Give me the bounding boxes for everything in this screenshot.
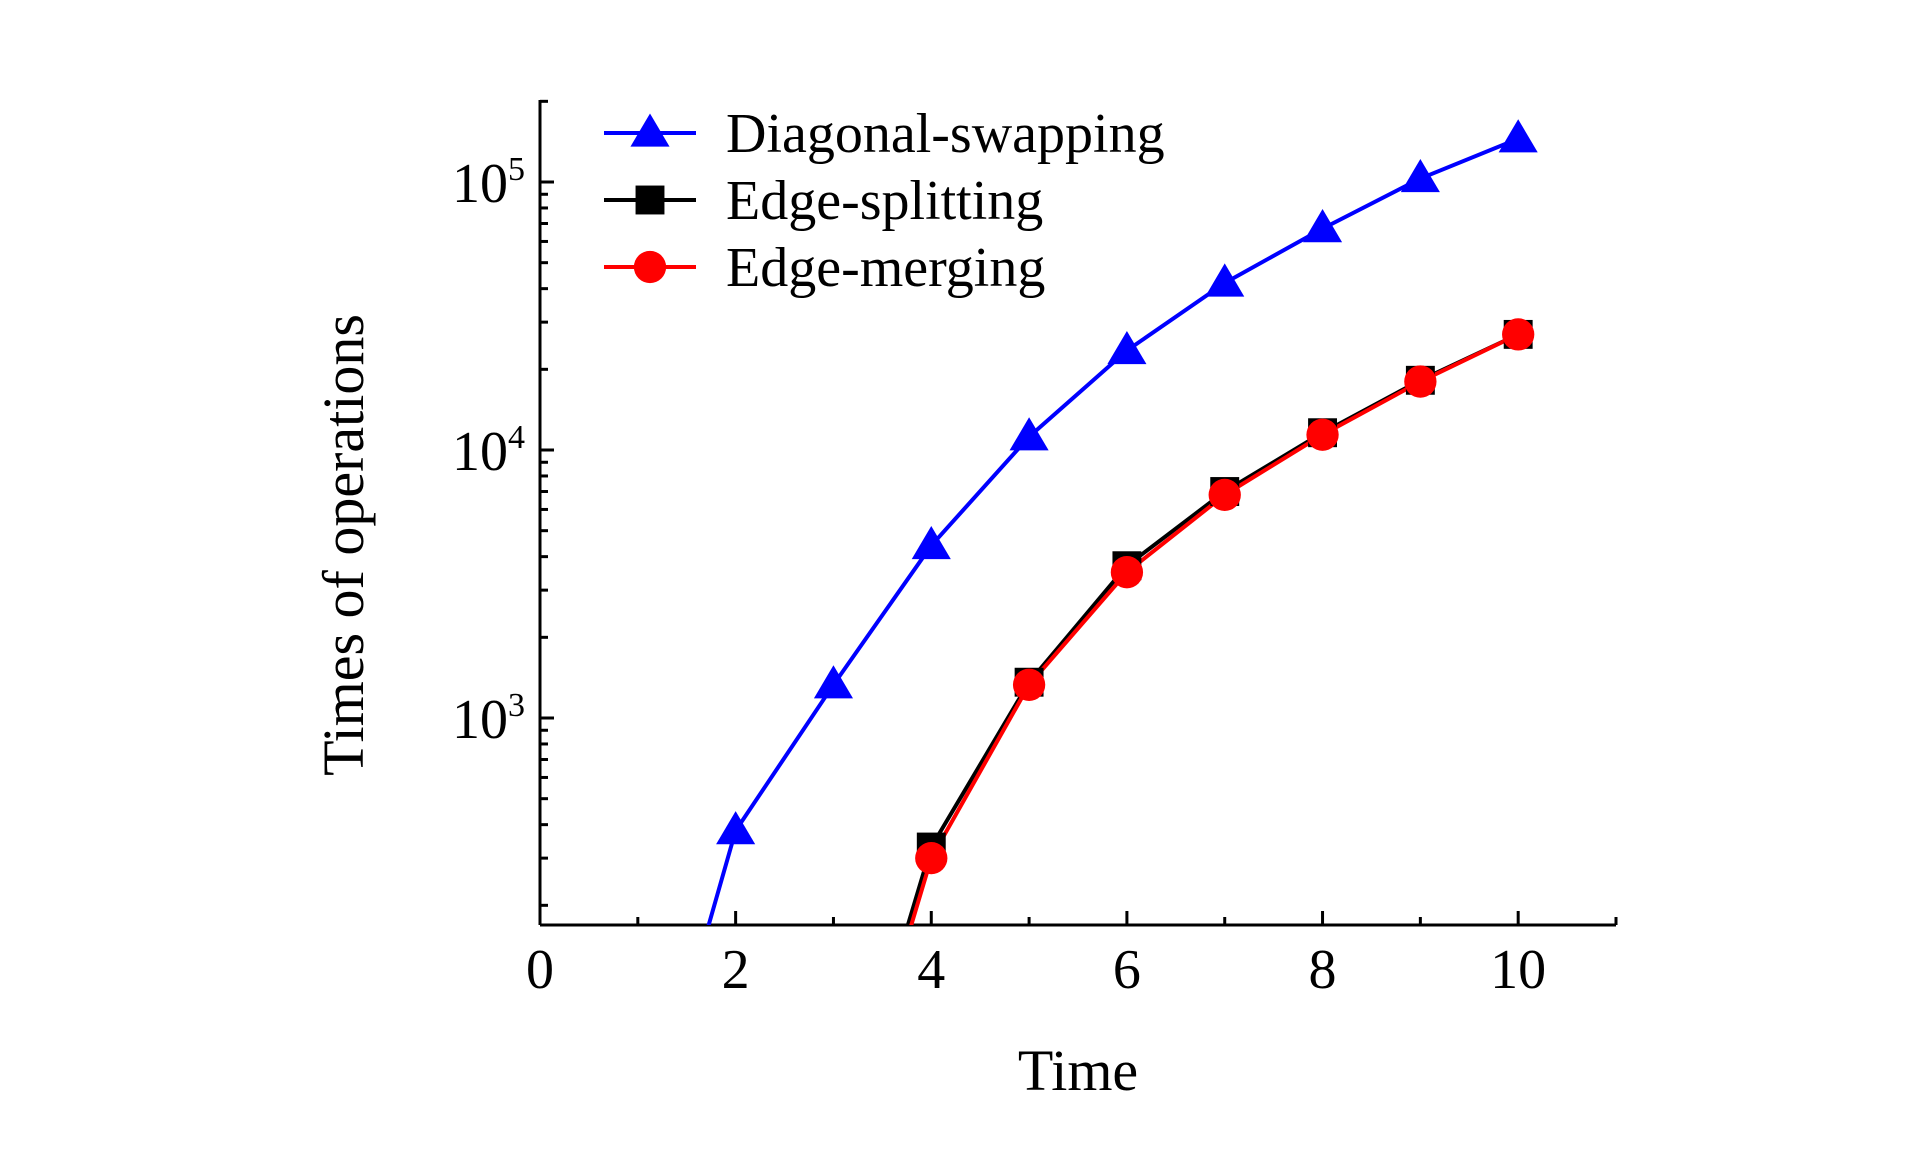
diagonal-swapping-point xyxy=(1498,119,1538,153)
x-tick-label: 4 xyxy=(917,939,945,1001)
axes xyxy=(538,100,1616,927)
legend-marker xyxy=(630,113,670,147)
legend-marker xyxy=(633,250,667,284)
legend-label: Diagonal-swapping xyxy=(726,103,1165,165)
diagonal-swapping-series-line xyxy=(706,136,1519,925)
legend: Diagonal-swappingEdge-splittingEdge-merg… xyxy=(604,103,1165,299)
edge-merging-point xyxy=(1306,418,1339,451)
legend-entry-edge-merging: Edge-merging xyxy=(604,237,1045,299)
edge-merging-point xyxy=(915,841,948,875)
y-tick-label: 104 xyxy=(452,419,525,483)
diagonal-swapping-point xyxy=(1400,159,1440,193)
x-tick-label: 10 xyxy=(1490,939,1546,1001)
diagonal-swapping-point xyxy=(716,811,756,845)
x-tick-label: 0 xyxy=(526,939,554,1001)
legend-entry-edge-splitting: Edge-splitting xyxy=(604,170,1043,232)
x-axis-title: Time xyxy=(1018,1038,1138,1103)
x-ticks: 0 2 4 6 8 10 xyxy=(526,911,1618,1001)
x-tick-label: 8 xyxy=(1309,939,1337,1001)
edge-merging-point xyxy=(1110,556,1144,589)
edge-merging-point xyxy=(1208,478,1241,512)
diagonal-swapping-point xyxy=(813,665,854,699)
diagonal-swapping-point xyxy=(911,526,951,560)
legend-label: Edge-splitting xyxy=(726,170,1043,232)
edge-merging-series-line xyxy=(909,332,1520,925)
edge-splitting-series-line xyxy=(905,332,1520,925)
diagonal-swapping-point xyxy=(1107,331,1147,365)
diagonal-swapping-point xyxy=(1302,209,1343,243)
x-tick-label: 2 xyxy=(722,939,750,1001)
series-layer xyxy=(706,136,1520,925)
legend-entry-diagonal-swapping: Diagonal-swapping xyxy=(604,103,1165,165)
edge-merging-point xyxy=(1012,668,1046,701)
diagonal-swapping-point xyxy=(1009,417,1049,451)
edge-merging-point xyxy=(1502,318,1535,351)
y-tick-label: 105 xyxy=(452,151,525,215)
x-tick-label: 6 xyxy=(1113,939,1141,1001)
y-ticks: 103 104 105 xyxy=(452,99,554,907)
y-tick-label: 103 xyxy=(452,687,525,751)
legend-marker xyxy=(635,185,665,215)
marker-layer xyxy=(716,119,1538,875)
diagonal-swapping-point xyxy=(1205,263,1245,297)
y-axis-title: Times of operations xyxy=(311,314,376,776)
edge-merging-point xyxy=(1404,365,1437,398)
legend-label: Edge-merging xyxy=(726,237,1045,299)
